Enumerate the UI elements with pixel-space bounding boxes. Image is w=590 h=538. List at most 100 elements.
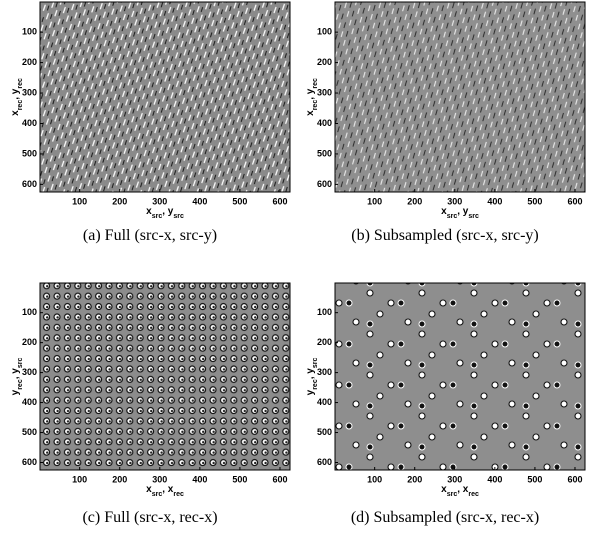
x-tick-label: 100 <box>367 474 382 484</box>
y-tick-label: 200 <box>317 57 332 67</box>
x-tick-label: 500 <box>527 196 542 206</box>
panel: 100 200 300 400 500 600100200300400500600xsrc… <box>10 1 291 244</box>
y-tick-label: 100 <box>22 27 37 37</box>
x-tick-label: 600 <box>567 474 582 484</box>
axes-frame <box>39 282 291 471</box>
y-tick-label: 600 <box>317 179 332 189</box>
y-tick-label: 500 <box>317 427 332 437</box>
subscript: rec <box>17 100 24 111</box>
label-text: x <box>441 484 447 495</box>
subscript: src <box>447 491 458 498</box>
x-tick-label: 600 <box>567 196 582 206</box>
x-tick-label: 500 <box>232 474 247 484</box>
y-tick-label: 100 <box>317 27 332 37</box>
y-tick-label: 400 <box>22 397 37 407</box>
subscript: rec <box>312 100 319 111</box>
y-tick-label: 600 <box>22 179 37 189</box>
x-tick-label: 400 <box>192 474 207 484</box>
subscript: rec <box>468 491 479 498</box>
axis-label: xrec, yrec <box>305 78 319 116</box>
label-text: , y <box>10 88 21 100</box>
subscript: rec <box>17 379 24 390</box>
subscript: src <box>17 358 24 369</box>
subscript: src <box>312 358 319 369</box>
label-text: , y <box>10 368 21 380</box>
label-text: y <box>10 389 21 395</box>
y-tick-label: 200 <box>317 337 332 347</box>
label-text: , y <box>162 206 174 217</box>
subscript: rec <box>312 379 319 390</box>
label-text: , x <box>162 484 174 495</box>
x-tick-label: 300 <box>152 196 167 206</box>
axis-label: xrec, yrec <box>10 78 24 116</box>
subscript: rec <box>173 491 184 498</box>
x-tick-label: 400 <box>487 474 502 484</box>
axis-label: xsrc, ysrc <box>441 206 479 220</box>
x-tick-label: 100 <box>367 196 382 206</box>
x-tick-label: 300 <box>447 196 462 206</box>
x-tick-label: 600 <box>272 196 287 206</box>
y-tick-label: 100 <box>22 307 37 317</box>
caption: (b) Subsampled (src-x, src-y) <box>351 227 539 244</box>
axis-label: yrec, ysrc <box>305 358 319 396</box>
x-tick-label: 200 <box>407 196 422 206</box>
subscript: rec <box>17 78 24 89</box>
y-tick-label: 300 <box>22 87 37 97</box>
subscript: src <box>152 491 163 498</box>
x-tick-label: 200 <box>407 474 422 484</box>
label-text: , x <box>457 484 469 495</box>
y-tick-label: 600 <box>317 457 332 467</box>
axis-label: xsrc, ysrc <box>146 206 184 220</box>
label-text: x <box>146 484 152 495</box>
axis-label: xsrc, xrec <box>441 484 479 498</box>
caption: (c) Full (src-x, rec-x) <box>82 509 217 526</box>
y-tick-label: 300 <box>317 87 332 97</box>
image <box>335 2 585 192</box>
x-tick-label: 200 <box>112 474 127 484</box>
label-text: y <box>305 389 316 395</box>
label-text: x <box>146 206 152 217</box>
x-tick-label: 200 <box>112 196 127 206</box>
subscript: rec <box>312 78 319 89</box>
subscript: src <box>447 213 458 220</box>
x-tick-label: 600 <box>272 474 287 484</box>
y-tick-label: 600 <box>22 457 37 467</box>
subscript: src <box>173 213 184 220</box>
image <box>335 283 585 470</box>
axes-frame <box>334 1 586 193</box>
image <box>40 283 290 470</box>
axes-frame <box>334 282 586 471</box>
y-tick-label: 400 <box>22 118 37 128</box>
y-tick-label: 500 <box>22 148 37 158</box>
label-text: x <box>305 110 316 116</box>
x-tick-label: 500 <box>527 474 542 484</box>
panel: 100 200 300 400 500 600100200300400500600xsrc… <box>10 282 291 526</box>
y-tick-label: 300 <box>317 367 332 377</box>
label-text: , y <box>305 88 316 100</box>
subscript: src <box>468 213 479 220</box>
label-text: x <box>10 110 21 116</box>
y-tick-label: 400 <box>317 118 332 128</box>
y-tick-label: 400 <box>317 397 332 407</box>
label-text: , y <box>457 206 469 217</box>
axis-label: xsrc, xrec <box>146 484 184 498</box>
x-tick-label: 300 <box>152 474 167 484</box>
subscript: src <box>152 213 163 220</box>
x-tick-label: 400 <box>192 196 207 206</box>
y-tick-label: 300 <box>22 367 37 377</box>
image <box>40 2 290 192</box>
label-text: x <box>441 206 447 217</box>
x-tick-label: 500 <box>232 196 247 206</box>
panel: 100 200 300 400 500 600100200300400500600xsrc… <box>305 1 586 244</box>
panel: 100 200 300 400 500 600100200300400500600xsrc… <box>305 282 586 526</box>
label-text: , y <box>305 368 316 380</box>
y-tick-label: 500 <box>317 148 332 158</box>
x-tick-label: 100 <box>72 196 87 206</box>
y-tick-label: 500 <box>22 427 37 437</box>
x-tick-label: 300 <box>447 474 462 484</box>
y-tick-label: 200 <box>22 337 37 347</box>
x-tick-label: 400 <box>487 196 502 206</box>
caption: (d) Subsampled (src-x, rec-x) <box>351 509 539 526</box>
